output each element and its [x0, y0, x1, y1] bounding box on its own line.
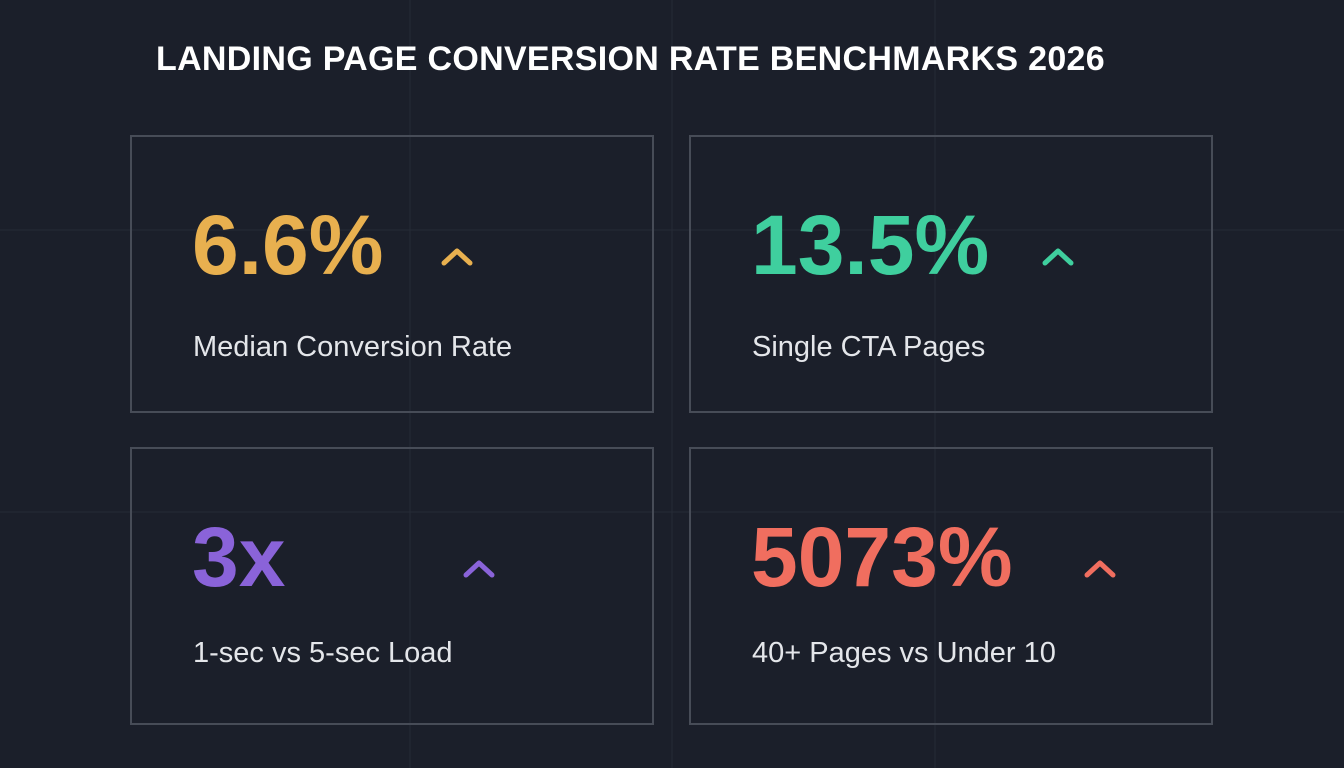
- stat-card: 13.5% Single CTA Pages: [689, 135, 1213, 413]
- title: LANDING PAGE CONVERSION RATE BENCHMARKS …: [156, 40, 1105, 78]
- stat-value: 5073%: [751, 510, 1013, 604]
- up-caret: [441, 248, 473, 266]
- stat-label: 1-sec vs 5-sec Load: [193, 637, 453, 669]
- up-caret: [1042, 248, 1074, 266]
- stat-label: Median Conversion Rate: [193, 331, 513, 363]
- stat-card: 6.6% Median Conversion Rate: [130, 135, 654, 413]
- stat-value: 13.5%: [751, 198, 990, 292]
- stat-card: 5073% 40+ Pages vs Under 10: [689, 447, 1213, 725]
- stat-value: 3x: [192, 510, 286, 604]
- up-caret: [463, 560, 495, 578]
- stat-card: 3x 1-sec vs 5-sec Load: [130, 447, 654, 725]
- stat-value: 6.6%: [192, 198, 384, 292]
- stat-label: Single CTA Pages: [752, 331, 986, 363]
- stat-label: 40+ Pages vs Under 10: [752, 637, 1056, 669]
- up-caret: [1084, 560, 1116, 578]
